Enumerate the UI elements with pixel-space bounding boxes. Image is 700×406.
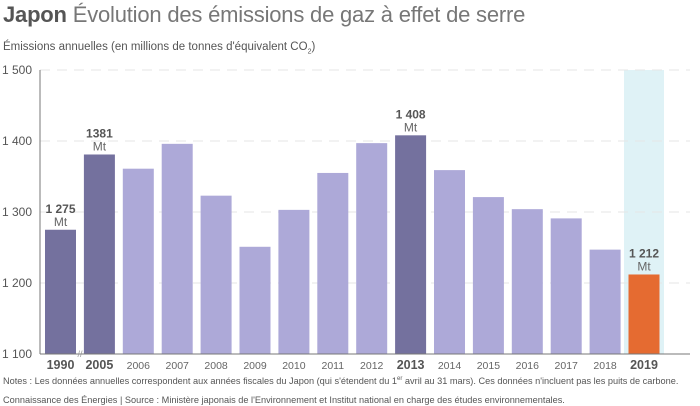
bar-2015 [472, 197, 504, 354]
notes-suffix: avril au 31 mars). Ces données n'incluen… [402, 376, 679, 387]
bar-2018 [589, 249, 621, 354]
x-tick-label-2009: 2009 [243, 360, 267, 372]
y-axis-label-text: Émissions annuelles (en millions de tonn… [3, 41, 308, 53]
chart-notes: Notes : Les données annuelles correspond… [3, 376, 678, 386]
bar-2013 [395, 135, 427, 354]
y-tick-label-1400: 1 400 [2, 134, 32, 148]
x-tick-label-2011: 2011 [322, 360, 345, 372]
data-label-2019: 1 212 [629, 246, 659, 260]
x-tick-label-2008: 2008 [204, 360, 228, 372]
x-tick-label-2012: 2012 [360, 360, 384, 372]
data-label-2013: 1 408 [396, 107, 426, 121]
x-tick-label-1990: 1990 [47, 358, 75, 372]
bar-2010 [278, 209, 310, 354]
title-text: Évolution des émissions de gaz à effet d… [72, 2, 526, 27]
y-axis-label: Émissions annuelles (en millions de tonn… [3, 41, 315, 55]
bar-2008 [200, 195, 232, 354]
bar-2017 [550, 218, 582, 354]
x-tick-label-2010: 2010 [282, 360, 306, 372]
bar-2007 [161, 143, 193, 354]
bar-2014 [434, 170, 465, 354]
notes-prefix: Notes : Les données annuelles correspond… [3, 376, 398, 387]
bar-2016 [511, 209, 543, 354]
bar-chart: 1 100 1 200 1 300 1 400 1 500 //1990 2005 2006 2… [2, 63, 690, 372]
x-tick-label-2015: 2015 [477, 360, 501, 372]
axis-break-marker: // [77, 349, 83, 359]
data-label-1990: 1 275 [45, 202, 75, 216]
data-label-unit-2019: Mt [637, 259, 651, 273]
x-tick-label-2005: 2005 [85, 358, 113, 372]
bar-2012 [356, 143, 388, 354]
y-axis-label-subscript: 2 [307, 48, 312, 56]
y-tick-label-1100: 1 100 [2, 347, 32, 361]
y-tick-label-1300: 1 300 [2, 205, 32, 219]
chart-title: Japon Évolution des émissions de gaz à e… [3, 2, 525, 28]
bar-2006 [122, 168, 154, 354]
data-label-unit-2005: Mt [93, 139, 107, 153]
x-tick-label-2014: 2014 [438, 360, 462, 372]
y-tick-label-1500: 1 500 [2, 63, 32, 77]
x-tick-label-2007: 2007 [166, 360, 190, 372]
x-tick-label-2019: 2019 [630, 358, 658, 372]
bar-2009 [239, 246, 271, 354]
x-tick-label-2016: 2016 [516, 360, 540, 372]
x-tick-label-2013: 2013 [397, 358, 425, 372]
x-tick-label-2018: 2018 [593, 360, 617, 372]
data-label-unit-2013: Mt [404, 120, 418, 134]
title-country: Japon [3, 2, 67, 27]
x-tick-label-2017: 2017 [555, 360, 579, 372]
notes-sup: er [397, 376, 403, 382]
bar-2011 [317, 172, 349, 354]
bar-1990 [45, 229, 76, 354]
bar-2005 [83, 154, 115, 354]
data-label-unit-1990: Mt [54, 215, 68, 229]
data-label-2005: 1381 [86, 126, 113, 140]
y-tick-label-1200: 1 200 [2, 276, 32, 290]
bar-2019 [628, 274, 660, 354]
x-tick-label-2006: 2006 [127, 360, 151, 372]
chart-source: Connaissance des Énergies | Source : Min… [3, 395, 565, 405]
y-axis-label-close: ) [311, 41, 316, 53]
